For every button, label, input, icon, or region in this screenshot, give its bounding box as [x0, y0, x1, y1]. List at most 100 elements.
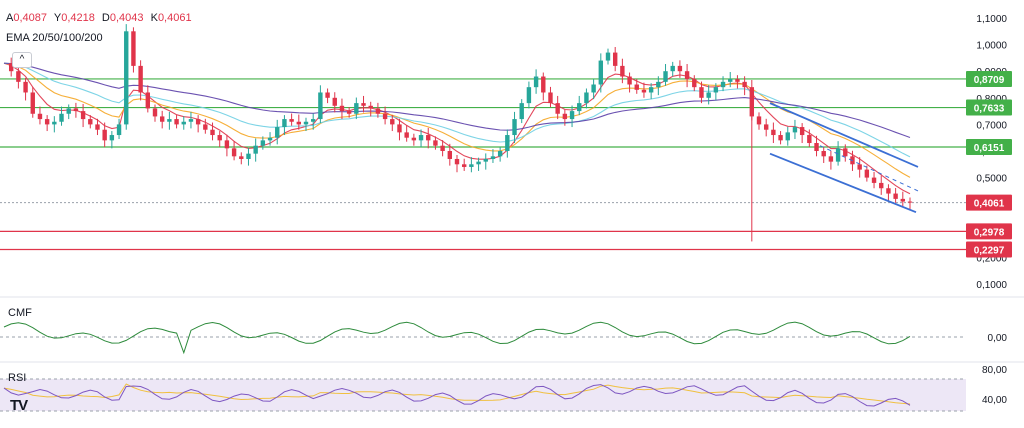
candle-body [73, 108, 79, 112]
level-badge [966, 194, 1012, 211]
candle-body [900, 198, 906, 202]
candle-body [181, 121, 186, 125]
candle-body [52, 121, 57, 125]
rsi-band [0, 379, 966, 411]
candle-body [749, 87, 755, 117]
candle-body [548, 92, 553, 104]
rsi-label[interactable]: RSI [8, 372, 27, 384]
candle-body [411, 137, 417, 141]
candle-body [131, 31, 136, 66]
candle-body [577, 103, 582, 112]
candle-body [310, 119, 316, 122]
level-label: 0,6151 [974, 143, 1005, 154]
candle-body [785, 132, 790, 141]
y-axis-tick-label: 0,1000 [976, 280, 1007, 291]
tradingview-logo: TV [10, 397, 28, 414]
y-axis-tick-label: 1,0000 [976, 41, 1007, 52]
low-value: 0,4043 [109, 12, 144, 24]
close-value: 0,4061 [157, 12, 192, 24]
candle-body [864, 169, 870, 178]
candle-body [720, 81, 726, 88]
candle-body [203, 124, 208, 130]
level-badge [966, 138, 1012, 155]
ema-line-100 [3, 62, 911, 158]
candle-body [469, 164, 474, 167]
candle-body [390, 119, 395, 125]
candle-body [195, 119, 201, 125]
level-label: 0,4061 [974, 199, 1005, 210]
candle-body [447, 151, 453, 159]
candle-body [627, 76, 632, 85]
candle-body [116, 124, 122, 136]
candle-body [354, 103, 359, 114]
channel-mid-line [819, 145, 919, 192]
rsi-axis-label: 80,00 [982, 365, 1007, 376]
candle-body [318, 92, 323, 120]
collapse-legend-button[interactable]: ^ [12, 52, 32, 68]
candle-body [8, 63, 14, 72]
level-badge [966, 70, 1012, 87]
candle-body [95, 124, 100, 130]
level-badge [966, 241, 1012, 258]
candle-body [375, 108, 381, 114]
level-label: 0,2978 [974, 227, 1005, 238]
candle-body [483, 158, 488, 162]
candle-body [728, 79, 733, 82]
candle-body [814, 143, 819, 151]
y-axis-tick-label: 0,7000 [976, 120, 1007, 131]
candle-body [418, 135, 424, 141]
candle-body [562, 113, 568, 120]
chevron-up-icon: ^ [19, 54, 25, 65]
cmf-label[interactable]: CMF [8, 307, 32, 319]
candle-body [519, 103, 524, 120]
ema-line-20 [3, 62, 911, 195]
candle-body [663, 71, 668, 82]
candle-body [44, 119, 50, 125]
candle-body [533, 76, 539, 88]
ema-legend[interactable]: EMA 20/50/100/200 [6, 32, 103, 44]
candle-body [605, 52, 611, 61]
cmf-axis-label: 0,00 [988, 333, 1008, 344]
candle-body [145, 92, 151, 109]
candle-body [828, 156, 834, 162]
candle-body [591, 84, 596, 93]
candle-body [713, 87, 719, 93]
y-axis-tick-label: 1,1000 [976, 14, 1007, 25]
rsi-line [3, 384, 911, 407]
candle-body [569, 111, 575, 120]
channel-lower-line [769, 152, 917, 214]
candle-body [66, 108, 71, 114]
candle-body [23, 81, 28, 93]
candle-body [346, 111, 352, 114]
candle-body [454, 158, 460, 165]
candle-body [843, 148, 848, 157]
candle-body [404, 132, 409, 138]
candle-body [109, 135, 115, 141]
candle-body [80, 111, 86, 120]
candle-body [821, 151, 826, 157]
candle-body [879, 182, 884, 189]
candle-body [397, 124, 402, 133]
candle-body [792, 127, 798, 133]
candle-body [684, 71, 690, 80]
candle-body [476, 161, 481, 165]
high-key: Y [53, 12, 62, 24]
candle-body [124, 31, 129, 125]
candle-body [620, 65, 625, 77]
candle-body [526, 87, 532, 104]
candle-body [217, 135, 222, 141]
level-label: 0,8709 [974, 75, 1005, 86]
candle-body [88, 119, 93, 125]
candle-body [541, 76, 546, 93]
candle-body [440, 145, 445, 151]
candle-body [426, 135, 431, 141]
candle-body [907, 201, 913, 203]
candle-body [239, 156, 244, 159]
candle-body [16, 71, 21, 82]
level-badge [966, 99, 1012, 116]
candle-body [871, 177, 877, 183]
candle-body [296, 121, 302, 125]
candle-body [670, 65, 675, 72]
